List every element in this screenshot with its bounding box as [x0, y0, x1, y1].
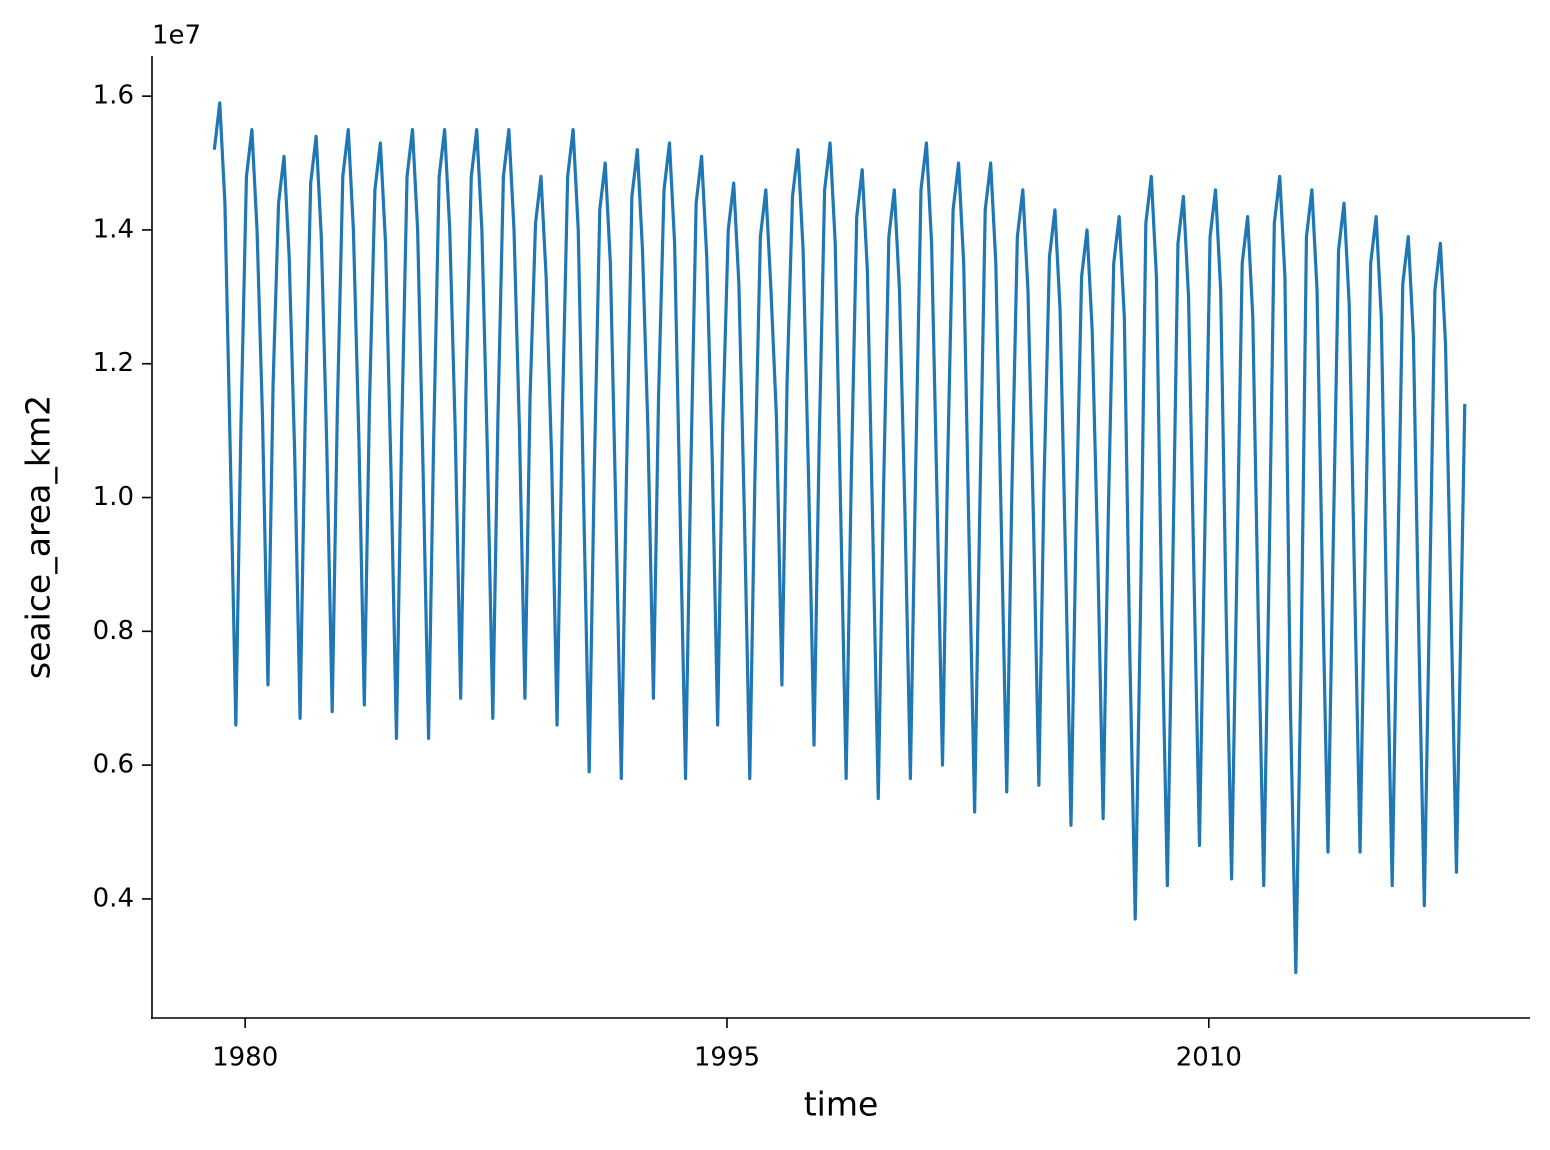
x-tick-label: 1995	[694, 1043, 760, 1073]
x-tick-label: 2010	[1176, 1043, 1242, 1073]
y-tick-label: 0.6	[93, 750, 134, 780]
y-tick-label: 1.6	[93, 81, 134, 111]
data-line	[212, 101, 1467, 975]
y-tick-label: 1.2	[93, 348, 134, 378]
y-offset-label: 1e7	[152, 21, 201, 51]
y-tick-label: 0.8	[93, 616, 134, 646]
y-axis-label: seaice_area_km2	[19, 395, 58, 679]
y-tick-label: 1.4	[93, 214, 134, 244]
y-tick-label: 1.0	[93, 482, 134, 512]
y-tick-label: 0.4	[93, 883, 134, 913]
x-axis-label: time	[804, 1085, 879, 1124]
x-tick-label: 1980	[212, 1043, 278, 1073]
